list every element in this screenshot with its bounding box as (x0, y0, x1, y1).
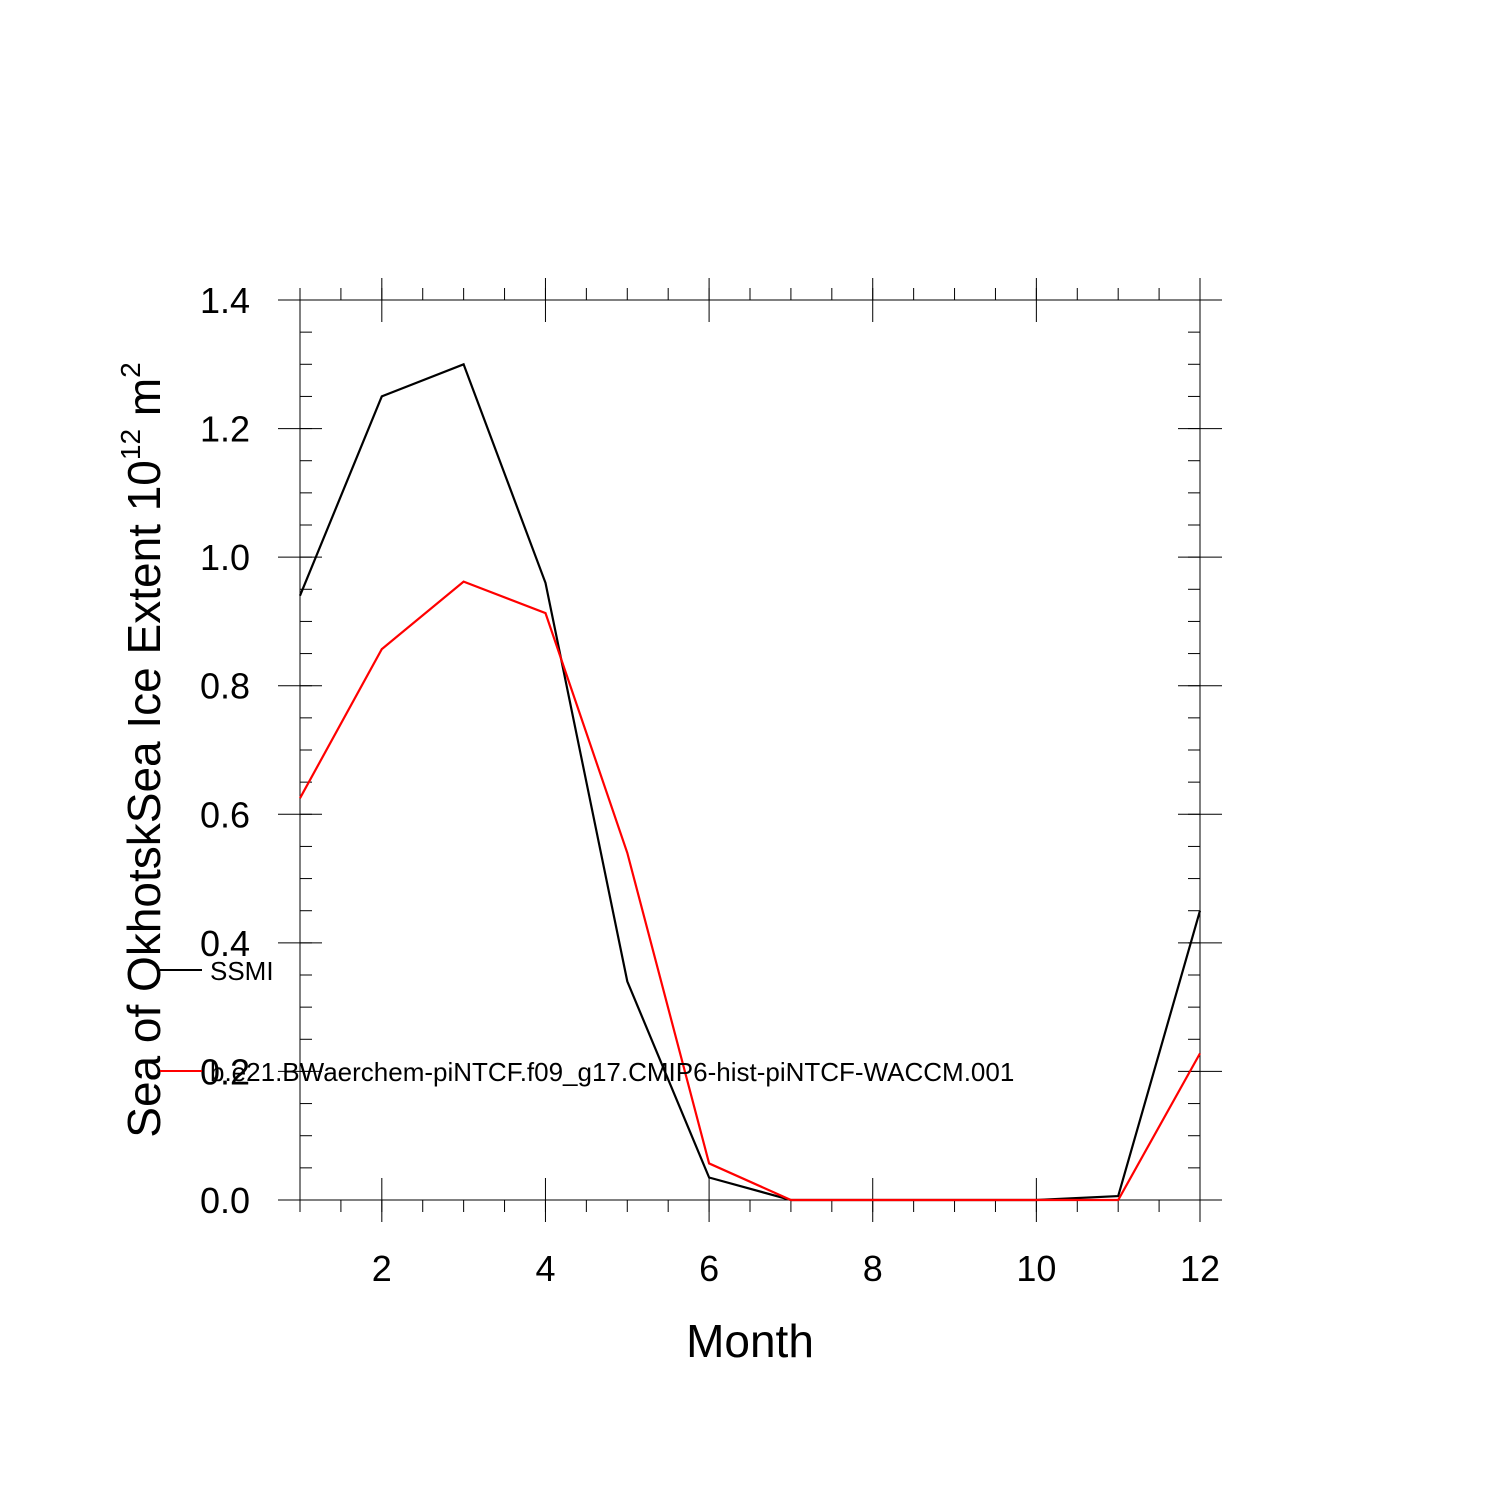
y-tick-label: 1.4 (200, 280, 250, 321)
x-tick-label: 12 (1180, 1248, 1220, 1289)
legend: SSMI b.e21.BWaerchem-piNTCF.f09_g17.CMIP… (160, 956, 1014, 1087)
y-tick-label: 1.0 (200, 537, 250, 578)
major-ticks (278, 278, 1222, 1222)
x-tick-label: 10 (1016, 1248, 1056, 1289)
y-tick-labels: 0.0 0.2 0.4 0.6 0.8 1.0 1.2 1.4 (200, 280, 250, 1221)
legend-label-model: b.e21.BWaerchem-piNTCF.f09_g17.CMIP6-his… (210, 1057, 1014, 1087)
x-axis-title: Month (686, 1315, 814, 1367)
x-tick-label: 8 (863, 1248, 883, 1289)
y-axis-title-unit: m (118, 378, 170, 429)
x-tick-label: 2 (372, 1248, 392, 1289)
series-line-model (299, 580, 1201, 1202)
legend-label-ssmi: SSMI (210, 956, 274, 986)
y-axis-title-unit-exponent: 2 (115, 362, 146, 378)
y-axis-title-main: Sea of OkhotskSea Ice Extent 10 (118, 460, 170, 1138)
x-tick-labels: 2 4 6 8 10 12 (372, 1248, 1220, 1289)
y-tick-label: 0.8 (200, 666, 250, 707)
y-axis-title-exponent: 12 (115, 429, 146, 460)
y-tick-label: 0.0 (200, 1180, 250, 1221)
y-tick-label: 0.6 (200, 794, 250, 835)
series-lines (298, 362, 1202, 1202)
y-tick-label: 0.2 (200, 1051, 250, 1092)
x-tick-label: 4 (535, 1248, 555, 1289)
x-tick-label: 6 (699, 1248, 719, 1289)
y-axis-title: Sea of OkhotskSea Ice Extent 1012 m2 (115, 362, 170, 1137)
y-tick-label: 1.2 (200, 409, 250, 450)
y-tick-label: 0.4 (200, 923, 250, 964)
